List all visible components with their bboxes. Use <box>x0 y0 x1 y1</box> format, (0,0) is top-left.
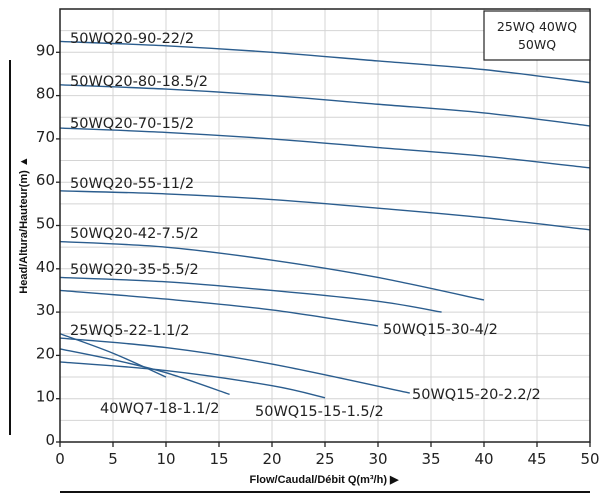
y-tick-label: 10 <box>36 388 55 406</box>
curve-label: 50WQ20-80-18.5/2 <box>70 74 208 90</box>
x-tick-label: 0 <box>55 450 65 468</box>
curve-40wq7-18-1-1-2 <box>59 348 230 396</box>
curve-label: 50WQ20-90-22/2 <box>70 31 194 47</box>
curve-labels: 50WQ20-90-22/2 50WQ20-80-18.5/2 50WQ20-70-… <box>70 31 541 420</box>
curve-50wq20-35-5-5-2 <box>59 276 442 313</box>
curve-label: 50WQ20-70-15/2 <box>70 116 194 132</box>
legend-line-2: 50WQ <box>518 37 556 52</box>
x-tick-label: 20 <box>262 450 281 468</box>
y-axis-label: Head/Altura/Hauteur(m) ▲ <box>18 156 30 293</box>
curve-50wq20-90-22-2 <box>59 40 591 84</box>
curve-label: 25WQ5-22-1.1/2 <box>70 323 190 339</box>
x-tick-label: 30 <box>368 450 387 468</box>
curve-label: 50WQ20-55-11/2 <box>70 176 194 192</box>
legend-box: 25WQ 40WQ 50WQ <box>483 10 591 61</box>
curve-label: 50WQ15-30-4/2 <box>383 322 498 338</box>
axes: 0 5 10 15 20 25 30 35 40 45 50 0 10 20 30 40 50 60 70 80 90 <box>36 8 600 468</box>
curve-50wq20-70-15-2 <box>59 127 591 169</box>
y-tick-label: 70 <box>36 128 55 146</box>
curve-50wq15-30-4-2 <box>59 289 379 327</box>
curve-label: 50WQ20-42-7.5/2 <box>70 226 199 242</box>
y-tick-label: 60 <box>36 171 55 189</box>
x-tick-label: 50 <box>580 450 599 468</box>
x-tick-label: 40 <box>474 450 493 468</box>
curve-label: 50WQ15-15-1.5/2 <box>255 404 384 420</box>
x-tick-label: 10 <box>156 450 175 468</box>
y-tick-label: 20 <box>36 344 55 362</box>
curve-label: 50WQ15-20-2.2/2 <box>412 387 541 403</box>
x-tick-label: 35 <box>421 450 440 468</box>
curves <box>59 40 591 399</box>
x-tick-label: 5 <box>108 450 118 468</box>
curve-50wq15-20-2-2-2 <box>59 337 410 394</box>
curve-25wq5-22-1-1-2 <box>59 333 167 378</box>
y-tick-label: 90 <box>36 41 55 59</box>
y-tick-label: 40 <box>36 258 55 276</box>
curve-50wq20-42-7-5-2 <box>59 240 485 301</box>
y-tick-label: 50 <box>36 215 55 233</box>
curve-label: 40WQ7-18-1.1/2 <box>100 401 220 417</box>
y-tick-label: 30 <box>36 301 55 319</box>
x-axis-label: Flow/Caudal/Débit Q(m³/h) ▶ <box>249 474 399 486</box>
x-tick-label: 45 <box>527 450 546 468</box>
legend-line-1: 25WQ 40WQ <box>497 19 577 34</box>
y-tick-label: 80 <box>36 85 55 103</box>
curve-50wq20-80-18-5-2 <box>59 84 591 127</box>
curve-label: 50WQ20-35-5.5/2 <box>70 262 199 278</box>
x-tick-label: 25 <box>315 450 334 468</box>
y-tick-label: 0 <box>45 431 55 449</box>
x-tick-label: 15 <box>209 450 228 468</box>
curve-50wq20-55-11-2 <box>59 190 591 231</box>
curve-50wq15-15-1-5-2 <box>59 361 326 399</box>
